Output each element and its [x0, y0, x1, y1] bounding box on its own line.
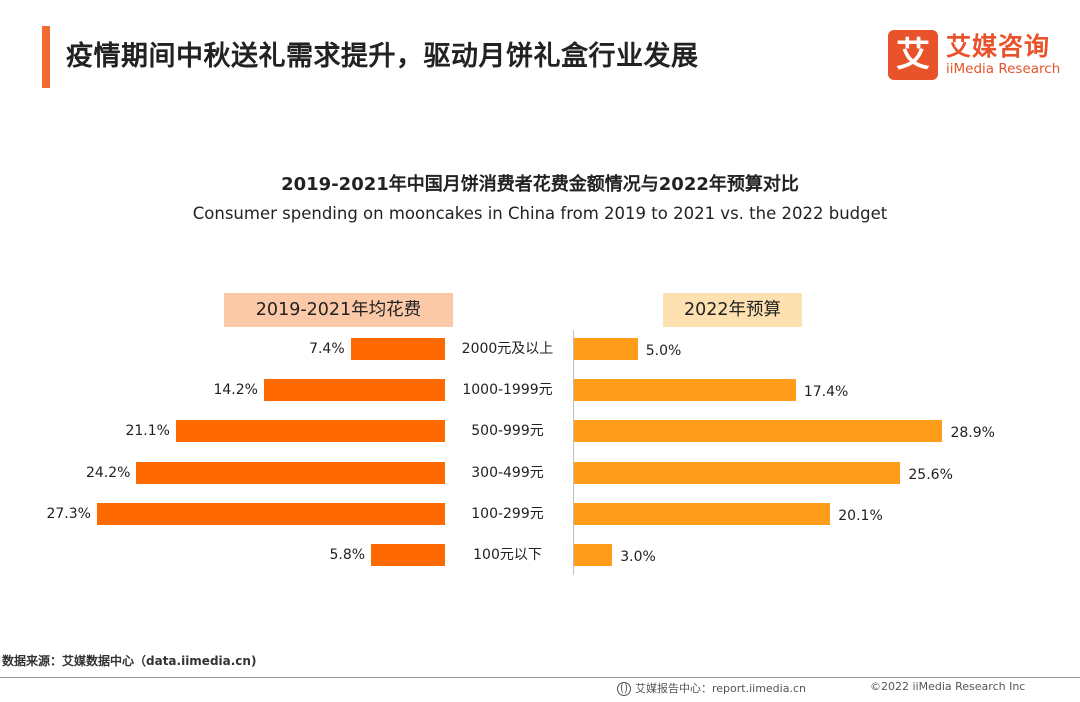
category-label: 1000-1999元 — [462, 382, 553, 399]
category-label: 100-299元 — [471, 505, 544, 522]
value-label-2019-2021-avg: 7.4% — [309, 341, 345, 357]
value-label-2022-budget: 5.0% — [645, 343, 682, 359]
value-label-2022-budget: 28.9% — [950, 425, 995, 442]
value-label-2019-2021-avg: 5.8% — [329, 547, 366, 563]
center-axis-line — [573, 330, 574, 575]
logo-name-en: iiMedia Research — [946, 61, 1061, 77]
chart-title: 2019-2021年中国月饼消费者花费金额情况与2022年预算对比 — [281, 174, 799, 195]
category-label: 500-999元 — [471, 423, 544, 440]
report-center-text: 艾媒报告中心：report.iimedia.cn — [635, 682, 806, 695]
category-label: 100元以下 — [473, 547, 542, 563]
bar-2022-budget — [574, 420, 943, 443]
page-title: 疫情期间中秋送礼需求提升，驱动月饼礼盒行业发展 — [66, 41, 699, 72]
value-label-2022-budget: 25.6% — [908, 466, 953, 483]
bar-2019-2021-avg — [371, 544, 445, 566]
value-label-2019-2021-avg: 14.2% — [213, 382, 258, 399]
copyright-notice: ©2022 iiMedia Research Inc — [870, 680, 1026, 693]
bar-2019-2021-avg — [263, 379, 445, 402]
iimedia-logo: 艾 艾媒咨询 iiMedia Research — [888, 30, 1068, 82]
bar-2022-budget — [574, 338, 638, 360]
bar-2022-budget — [574, 379, 796, 402]
bar-2019-2021-avg — [136, 461, 445, 484]
chart-subtitle: Consumer spending on mooncakes in China … — [192, 204, 888, 223]
bar-2022-budget — [574, 461, 901, 484]
bar-2022-budget — [574, 544, 613, 566]
bar-2019-2021-avg — [175, 420, 445, 443]
legend-right-series: 2022年预算 — [663, 293, 802, 327]
logo-mark: 艾 — [888, 30, 938, 80]
bar-2019-2021-avg — [350, 338, 445, 360]
category-label: 300-499元 — [471, 464, 544, 481]
category-label: 2000元及以上 — [461, 341, 554, 357]
bar-2019-2021-avg — [96, 502, 445, 525]
value-label-2022-budget: 3.0% — [620, 549, 656, 565]
data-source-note: 数据来源：艾媒数据中心（data.iimedia.cn) — [2, 654, 257, 668]
report-center-link[interactable]: 艾媒报告中心：report.iimedia.cn — [617, 680, 806, 696]
value-label-2019-2021-avg: 21.1% — [125, 423, 170, 440]
value-label-2019-2021-avg: 27.3% — [46, 505, 91, 522]
footer-divider — [0, 677, 1080, 678]
title-accent-bar — [42, 26, 50, 88]
logo-name-cn: 艾媒咨询 — [946, 32, 1051, 61]
value-label-2022-budget: 20.1% — [838, 507, 883, 524]
bar-2022-budget — [574, 502, 831, 525]
value-label-2022-budget: 17.4% — [803, 384, 849, 401]
globe-icon — [617, 682, 631, 696]
value-label-2019-2021-avg: 24.2% — [85, 464, 131, 481]
legend-left-series: 2019-2021年均花费 — [224, 293, 453, 327]
